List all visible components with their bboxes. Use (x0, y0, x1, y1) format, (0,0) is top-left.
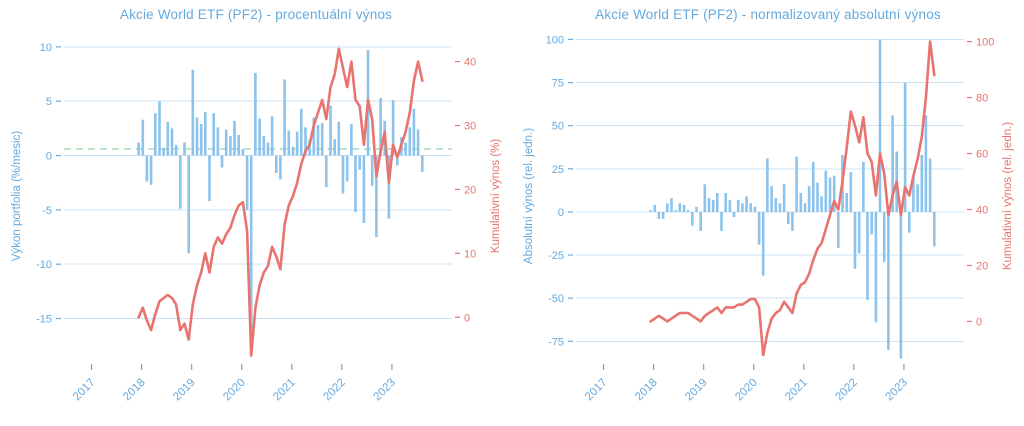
chart-title: Akcie World ETF (PF2) - normalizovaný ab… (595, 7, 941, 22)
svg-text:0: 0 (46, 151, 52, 163)
absolute-return-plot: 100 75 50 25 0 -25 -50 -75 100 80 60 40 20 0 2017 2018 2… (546, 34, 995, 404)
svg-text:-50: -50 (548, 293, 564, 305)
svg-text:-25: -25 (548, 250, 564, 262)
svg-text:80: 80 (976, 93, 988, 105)
svg-text:40: 40 (464, 57, 476, 69)
svg-text:2019: 2019 (171, 377, 198, 404)
chart-absolute-return: Akcie World ETF (PF2) - normalizovaný ab… (512, 0, 1024, 426)
svg-text:0: 0 (464, 312, 470, 324)
svg-text:20: 20 (976, 260, 988, 272)
svg-text:60: 60 (976, 149, 988, 161)
svg-text:2022: 2022 (321, 377, 348, 404)
svg-text:0: 0 (976, 316, 982, 328)
svg-text:5: 5 (46, 96, 52, 108)
svg-text:100: 100 (546, 34, 564, 46)
svg-text:10: 10 (464, 248, 476, 260)
chart-title: Akcie World ETF (PF2) - procentuální výn… (119, 7, 393, 22)
svg-text:100: 100 (976, 37, 994, 49)
svg-text:2021: 2021 (783, 377, 810, 404)
svg-text:40: 40 (976, 204, 988, 216)
svg-text:-75: -75 (548, 336, 564, 348)
svg-text:2017: 2017 (71, 377, 98, 404)
svg-text:2021: 2021 (271, 377, 298, 404)
chart-percent-return: Akcie World ETF (PF2) - procentuální výn… (11, 7, 502, 404)
svg-text:-5: -5 (42, 205, 52, 217)
svg-text:2020: 2020 (221, 377, 248, 404)
svg-text:2018: 2018 (121, 377, 148, 404)
svg-text:25: 25 (552, 164, 564, 176)
svg-text:50: 50 (552, 121, 564, 133)
svg-text:2020: 2020 (733, 377, 760, 404)
svg-text:2018: 2018 (633, 377, 660, 404)
svg-text:30: 30 (464, 120, 476, 132)
svg-text:75: 75 (552, 78, 564, 90)
svg-text:-15: -15 (36, 314, 52, 326)
svg-text:2019: 2019 (683, 377, 710, 404)
svg-text:2022: 2022 (833, 377, 860, 404)
svg-text:2023: 2023 (371, 377, 398, 404)
svg-text:2023: 2023 (883, 377, 910, 404)
percent-return-plot: 10 5 0 -5 -10 -15 0 10 20 30 40 2017 2018 2019 2020 202… (36, 42, 476, 404)
svg-text:-10: -10 (36, 259, 52, 271)
svg-text:2017: 2017 (583, 377, 610, 404)
svg-text:20: 20 (464, 184, 476, 196)
svg-text:10: 10 (40, 42, 52, 54)
svg-text:0: 0 (558, 207, 564, 219)
